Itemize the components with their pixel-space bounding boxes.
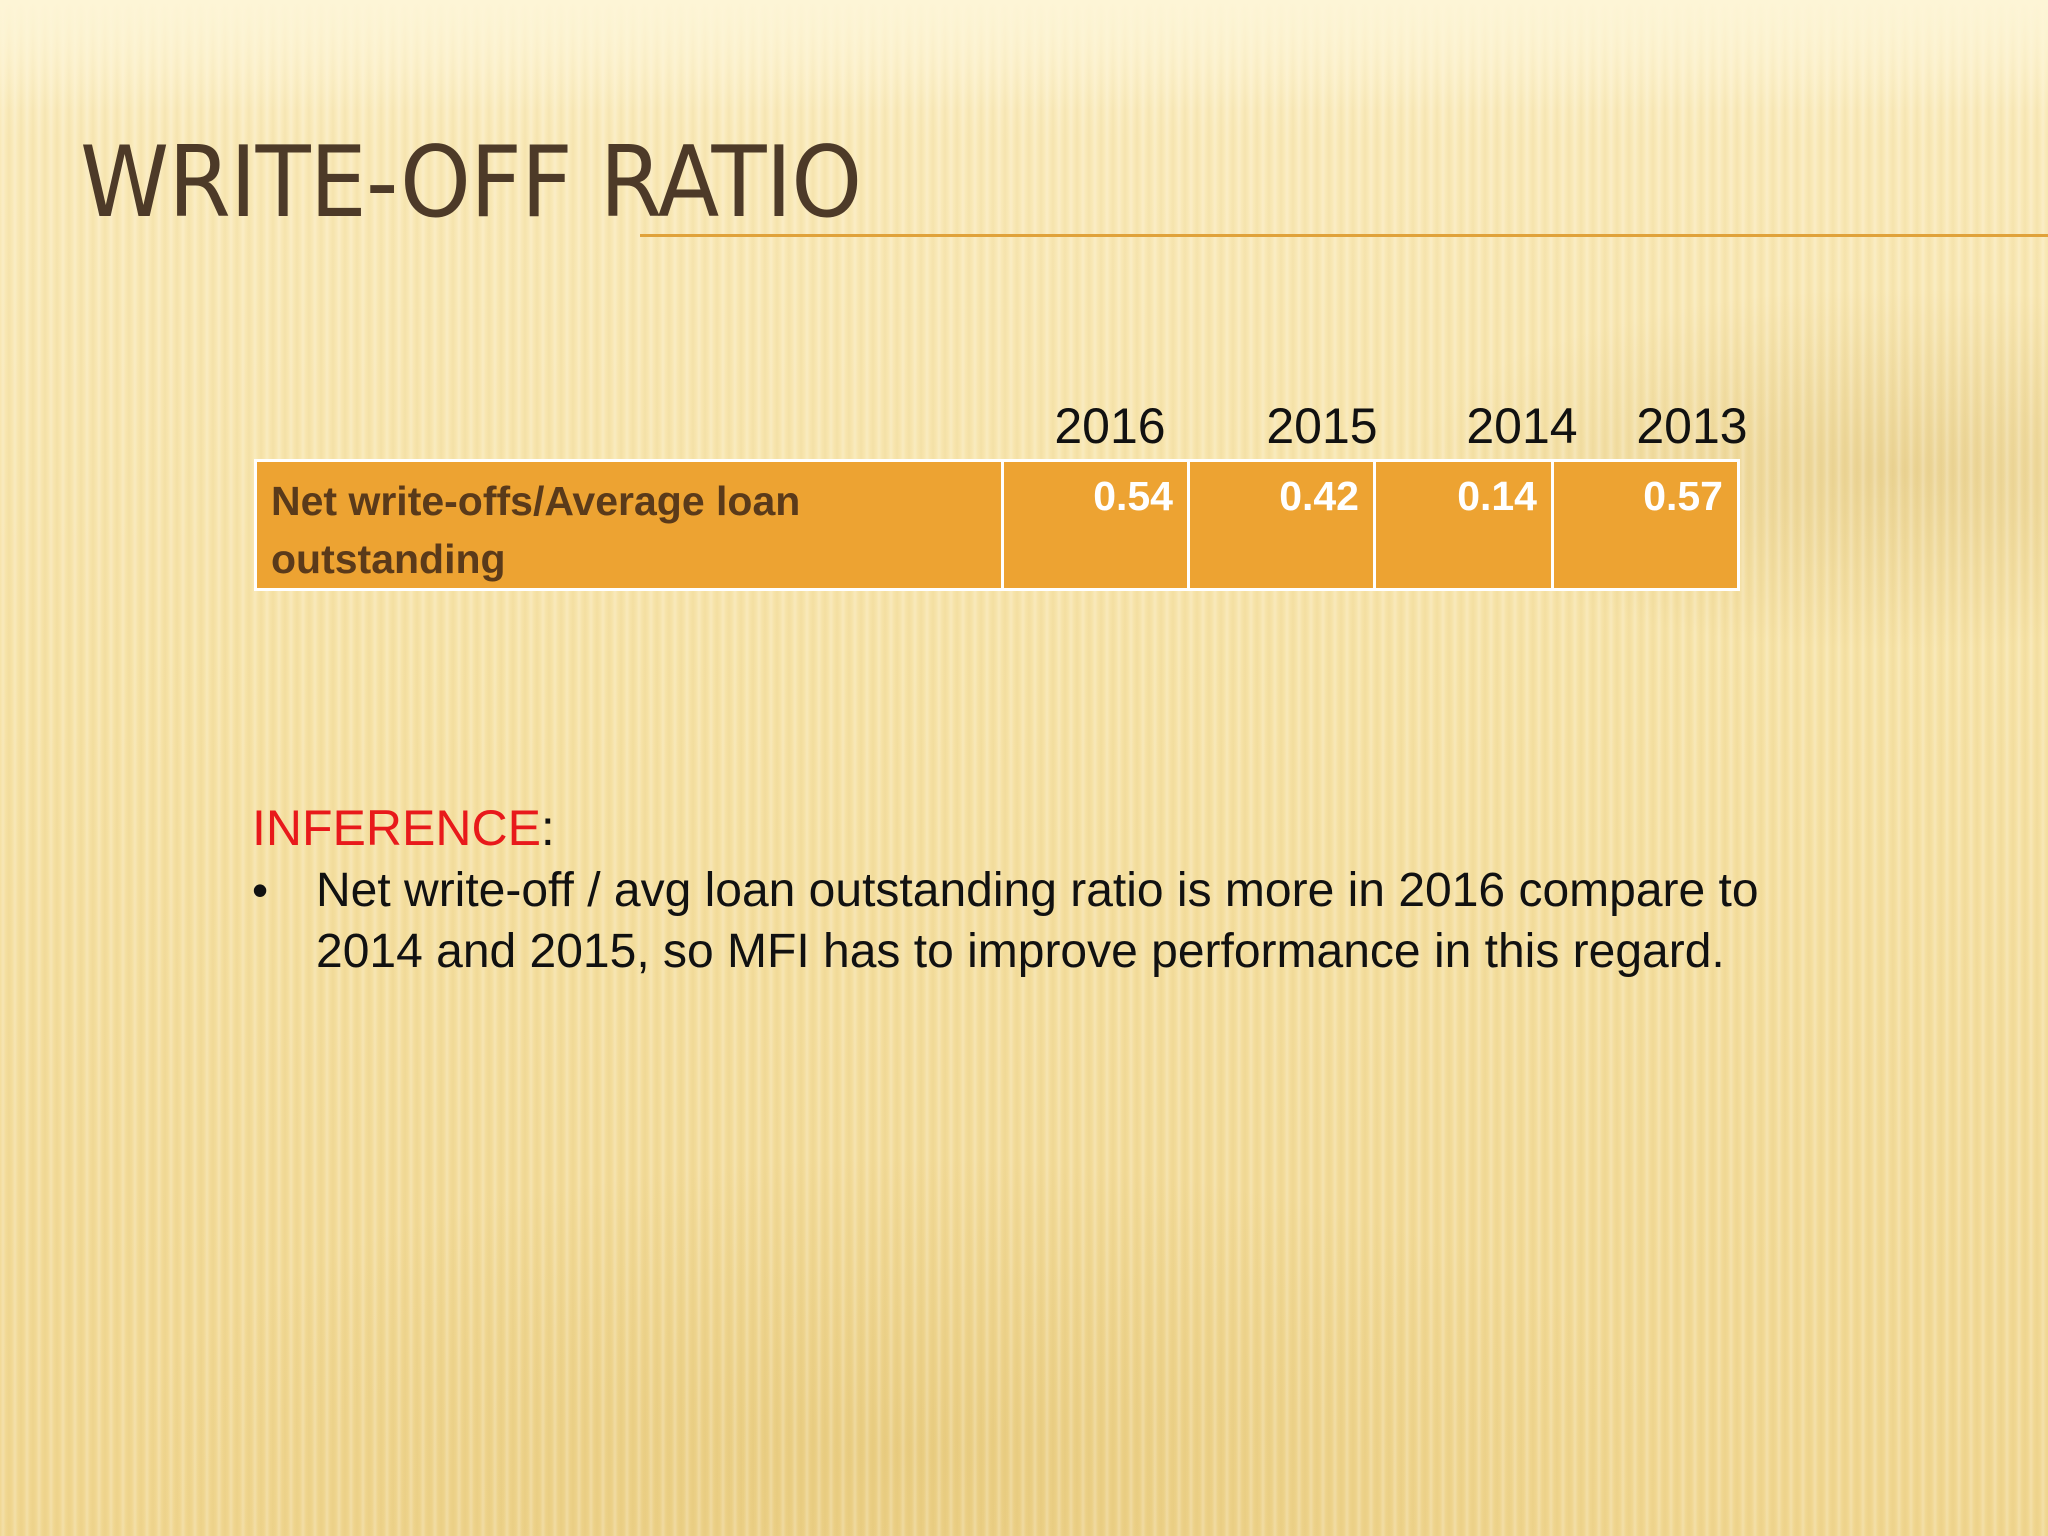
title-area: WRITE-OFF RATIO xyxy=(80,128,929,248)
inference-bullet-text: Net write-off / avg loan outstanding rat… xyxy=(316,864,1759,978)
slide-title: WRITE-OFF RATIO xyxy=(80,126,862,240)
value-2013: 0.57 xyxy=(1643,473,1723,519)
inference-section: INFERENCE: • Net write-off / avg loan ou… xyxy=(252,798,1832,982)
year-header-2014: 2014 xyxy=(1466,398,1578,454)
inference-colon: : xyxy=(540,800,555,856)
table-row: Net write-offs/Average loan outstanding … xyxy=(254,459,1740,591)
write-off-ratio-table: Net write-offs/Average loan outstanding … xyxy=(254,459,1740,591)
inference-label: INFERENCE xyxy=(252,800,541,856)
row-label: Net write-offs/Average loan outstanding xyxy=(271,478,801,582)
value-2014: 0.14 xyxy=(1457,473,1537,519)
background-top-fade xyxy=(0,0,2048,110)
year-header-2016: 2016 xyxy=(1054,398,1166,454)
value-2016: 0.54 xyxy=(1093,473,1173,519)
value-cell-2016: 0.54 xyxy=(1001,459,1190,591)
bullet-icon: • xyxy=(252,864,269,916)
inference-heading: INFERENCE: xyxy=(252,798,1832,858)
value-2015: 0.42 xyxy=(1279,473,1359,519)
year-header-2015: 2015 xyxy=(1266,398,1378,454)
list-item: • Net write-off / avg loan outstanding r… xyxy=(252,860,1832,982)
year-header-2013: 2013 xyxy=(1636,398,1748,454)
value-cell-2015: 0.42 xyxy=(1187,459,1376,591)
value-cell-2013: 0.57 xyxy=(1551,459,1740,591)
title-underline xyxy=(640,234,2048,237)
value-cell-2014: 0.14 xyxy=(1373,459,1554,591)
row-label-cell: Net write-offs/Average loan outstanding xyxy=(254,459,1004,591)
